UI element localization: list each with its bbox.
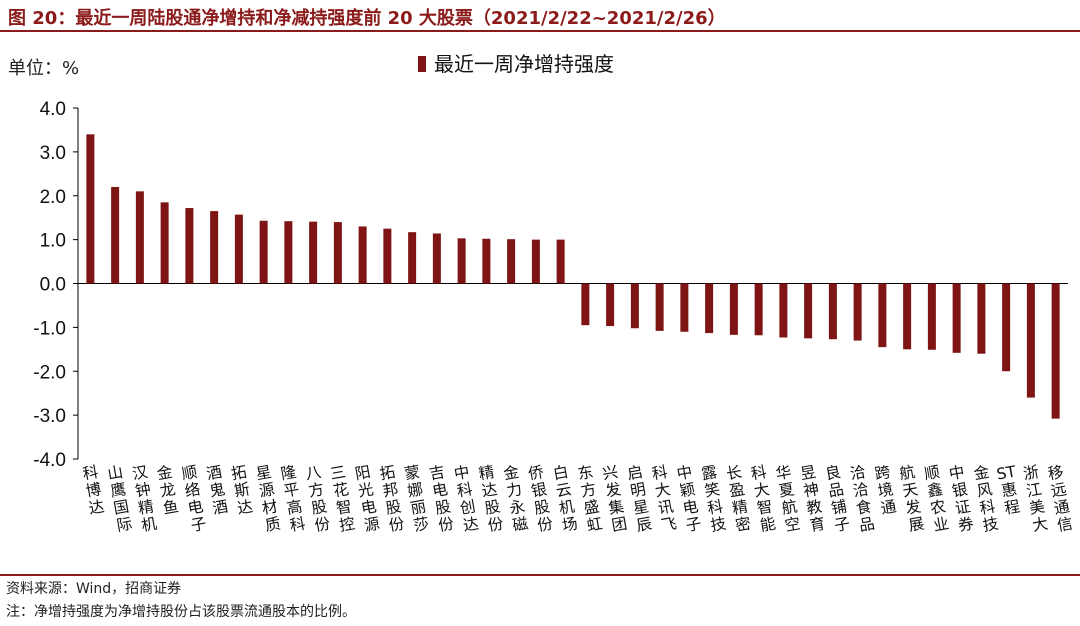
bar: [754, 283, 763, 336]
bar: [606, 283, 615, 327]
x-tick-label: 露笑科技: [700, 463, 728, 535]
x-tick-label: 阳光电源: [354, 463, 382, 535]
legend-swatch: [418, 56, 426, 72]
x-tick-label: 拓斯达: [230, 463, 254, 518]
bar: [680, 283, 689, 332]
bar: [903, 283, 912, 350]
x-tick-label: 顺鑫农业: [923, 463, 951, 535]
source-note: 资料来源：Wind，招商证券: [6, 581, 182, 597]
x-tick-label: 昱神教育: [799, 463, 827, 535]
bar: [779, 283, 788, 338]
bar: [482, 238, 491, 284]
x-tick-label: 蒙娜丽莎: [403, 463, 431, 535]
x-tick-label: 吉电股份: [428, 463, 456, 535]
title-rule: [0, 30, 1080, 32]
x-tick-label: 航天发展: [898, 463, 926, 535]
bar: [86, 134, 95, 284]
y-tick-label: 2.0: [40, 187, 66, 208]
bar: [210, 211, 219, 284]
bar: [309, 221, 318, 284]
bar: [556, 239, 565, 284]
bar: [952, 283, 961, 353]
bar: [1002, 283, 1011, 372]
x-tick-label: 山鹰国际: [106, 463, 134, 535]
x-tick-label: 精达股份: [477, 463, 505, 535]
bar: [507, 239, 516, 284]
bar: [284, 221, 293, 284]
bar: [878, 283, 887, 348]
bar: [160, 202, 169, 284]
x-tick-label: 酒鬼酒: [205, 463, 229, 518]
x-tick-label: 中银证券: [948, 463, 976, 535]
x-tick-label: 科大讯飞: [651, 463, 679, 535]
bar: [705, 283, 714, 334]
bar: [111, 186, 120, 284]
bar: [1051, 283, 1060, 419]
x-tick-label: 良品铺子: [824, 463, 852, 535]
x-tick-label: 启明星辰: [626, 463, 654, 535]
figure-title: 图 20：最近一周陆股通净增持和净减持强度前 20 大股票（2021/2/22~…: [8, 8, 726, 29]
bar: [358, 226, 367, 284]
legend-label: 最近一周净增持强度: [434, 52, 614, 76]
x-tick-label: 兴发集团: [601, 463, 629, 535]
x-tick-label: 金风科技: [972, 463, 1000, 535]
bar: [383, 228, 392, 284]
bar: [977, 283, 986, 354]
x-tick-label: 白云机场: [552, 463, 580, 535]
footnote: 注：净增持强度为净增持股份占该股票流通股本的比例。: [6, 604, 356, 620]
x-tick-label: 华夏航空: [774, 463, 802, 535]
x-tick-label: ST惠程: [995, 462, 1024, 518]
unit-label: 单位：%: [8, 58, 80, 79]
x-tick-label: 金龙鱼: [156, 463, 181, 518]
y-tick-label: 3.0: [40, 143, 66, 164]
x-tick-label: 中科创达: [453, 463, 481, 535]
y-tick-label: -4.0: [33, 450, 66, 471]
x-tick-label: 三花智控: [329, 463, 357, 535]
y-tick-label: 4.0: [40, 99, 66, 120]
x-tick-label: 顺络电子: [180, 463, 208, 535]
x-tick-label: 拓邦股份: [378, 463, 406, 535]
bar: [259, 220, 268, 284]
bar: [804, 283, 813, 339]
x-tick-label: 星源材质: [255, 463, 283, 535]
bar: [135, 191, 144, 284]
x-tick-label: 洽洽食品: [849, 463, 877, 535]
y-tick-label: -3.0: [33, 406, 66, 427]
bar: [655, 283, 664, 331]
x-tick-label: 八方股份: [304, 463, 332, 535]
bar: [729, 283, 738, 335]
footer-rule: [0, 574, 1080, 576]
x-tick-label: 科博达: [81, 463, 105, 518]
y-tick-label: 0.0: [40, 275, 66, 296]
x-tick-label: 金力永磁: [502, 463, 530, 535]
x-tick-label: 东方盛虹: [576, 463, 604, 535]
x-tick-label: 移远通信: [1047, 463, 1075, 535]
bar: [630, 283, 639, 329]
x-tick-label: 科大智能: [750, 463, 778, 535]
x-tick-label: 中颖电子: [675, 463, 703, 535]
bar: [927, 283, 936, 350]
bar: [828, 283, 837, 340]
x-tick-label: 跨境通: [873, 463, 898, 518]
x-tick-label: 长盈精密: [725, 463, 753, 535]
bar: [408, 232, 417, 284]
bar: [581, 283, 590, 326]
x-tick-label: 汉钟精机: [131, 463, 159, 535]
y-tick-label: -1.0: [33, 318, 66, 339]
bar: [457, 238, 466, 284]
bar: [853, 283, 862, 341]
bar: [531, 239, 540, 284]
y-tick-label: 1.0: [40, 231, 66, 252]
bar: [185, 208, 194, 284]
x-tick-label: 隆平高科: [279, 463, 307, 535]
x-tick-label: 侨银股份: [527, 463, 555, 535]
y-tick-label: -2.0: [33, 362, 66, 383]
bar: [432, 233, 441, 284]
bar: [234, 214, 243, 284]
bar: [1026, 283, 1035, 398]
bar: [333, 222, 342, 284]
x-tick-label: 浙江美大: [1022, 463, 1050, 535]
